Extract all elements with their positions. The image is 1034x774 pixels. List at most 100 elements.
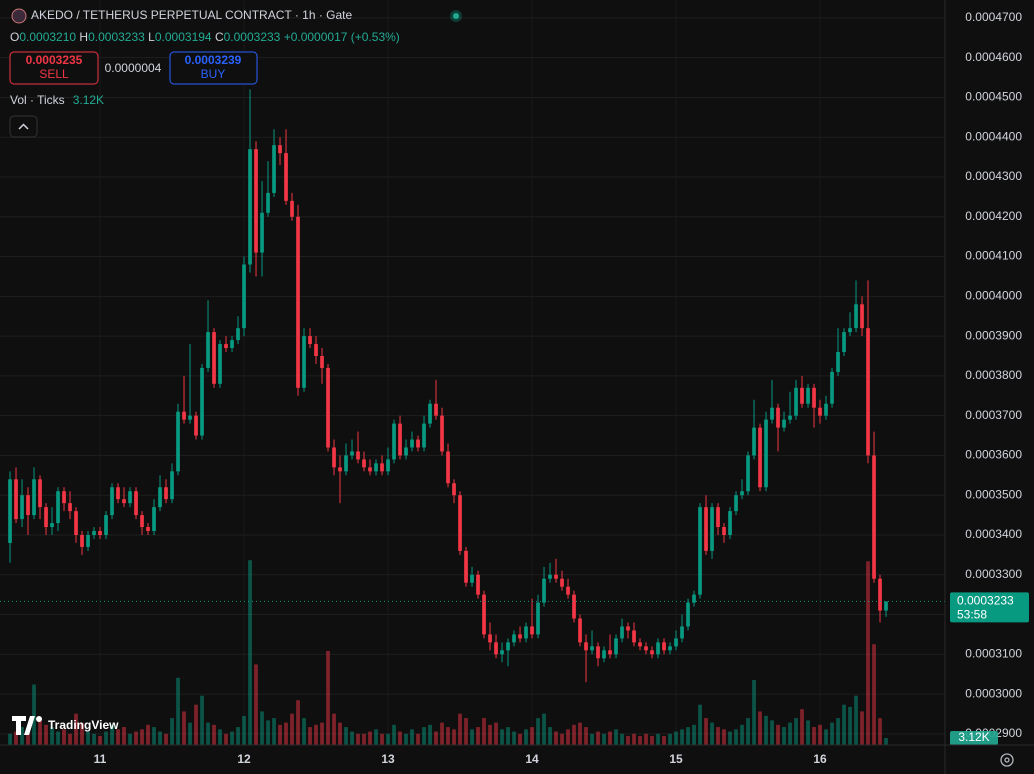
candle-body xyxy=(38,479,42,508)
volume-bar xyxy=(788,722,792,745)
volume-bar xyxy=(638,736,642,745)
volume-bar xyxy=(296,700,300,745)
volume-bar xyxy=(860,711,864,745)
volume-bar xyxy=(302,718,306,745)
volume-bar xyxy=(386,733,390,745)
volume-bar xyxy=(32,684,36,745)
volume-bar xyxy=(272,718,276,745)
volume-bar xyxy=(848,706,852,745)
candle-body xyxy=(836,352,840,372)
candle-body xyxy=(428,403,432,424)
y-tick-label: 0.0003500 xyxy=(965,487,1022,501)
candle-body xyxy=(530,626,534,635)
candle-body xyxy=(716,507,720,528)
ohlc-value: 0.0003233 xyxy=(224,30,281,44)
candle-body xyxy=(500,650,504,655)
volume-bar xyxy=(800,709,804,745)
candle-body xyxy=(758,427,762,488)
volume-bar xyxy=(416,733,420,745)
watermark-logo xyxy=(12,716,35,735)
volume-bar xyxy=(170,718,174,745)
volume-bar xyxy=(560,733,564,745)
sell-button[interactable] xyxy=(9,51,99,85)
candle-body xyxy=(362,459,366,468)
volume-bar xyxy=(116,729,120,745)
candle-body xyxy=(122,499,126,504)
candle-body xyxy=(596,646,600,659)
candle-body xyxy=(824,403,828,416)
candle-body xyxy=(224,344,228,349)
candle-body xyxy=(614,638,618,655)
symbol-icon xyxy=(11,8,27,24)
volume-bar xyxy=(596,731,600,745)
buy-button[interactable] xyxy=(169,51,258,85)
candle-body xyxy=(236,328,240,341)
volume-bar xyxy=(782,727,786,745)
volume-bar xyxy=(614,729,618,745)
volume-bar xyxy=(830,722,834,745)
candle-body xyxy=(542,578,546,603)
candle-body xyxy=(464,550,468,583)
volume-bar xyxy=(728,731,732,745)
candle-body xyxy=(854,304,858,329)
volume-pane xyxy=(8,560,888,745)
candle-body xyxy=(584,642,588,651)
buy-label: BUY xyxy=(201,67,226,81)
watermark: TradingView xyxy=(12,716,119,735)
candle-body xyxy=(866,328,870,456)
volume-bar xyxy=(806,720,810,745)
candles xyxy=(8,89,888,683)
candle-body xyxy=(440,415,444,452)
candle-body xyxy=(884,601,888,611)
candle-body xyxy=(632,630,636,643)
sell-label: SELL xyxy=(39,67,69,81)
volume-bar xyxy=(26,729,30,745)
collapse-button[interactable] xyxy=(9,115,38,138)
volume-bar xyxy=(698,704,702,745)
candle-body xyxy=(878,578,882,611)
volume-bar xyxy=(776,724,780,745)
volume-bar xyxy=(878,718,882,745)
volume-bar xyxy=(380,733,384,745)
candle-body xyxy=(410,439,414,448)
volume-bar xyxy=(68,733,72,745)
volume-bar xyxy=(884,738,888,745)
volume-bar xyxy=(56,731,60,745)
volume-bar xyxy=(584,727,588,745)
y-tick-label: 0.0004400 xyxy=(965,129,1022,143)
settings-icon[interactable] xyxy=(1000,753,1014,767)
candle-body xyxy=(686,602,690,627)
x-tick-label: 13 xyxy=(381,752,395,766)
volume-bar xyxy=(680,729,684,745)
volume-bar xyxy=(482,718,486,745)
candle-body xyxy=(188,415,192,420)
volume-bar xyxy=(194,704,198,745)
volume-bar xyxy=(422,727,426,745)
y-tick-label: 0.0004100 xyxy=(965,249,1022,263)
candle-body xyxy=(110,487,114,516)
candle-body xyxy=(704,507,708,551)
candle-body xyxy=(644,646,648,651)
volume-bar xyxy=(128,733,132,745)
volume-bar xyxy=(704,718,708,745)
ohlc-value: 0.0003194 xyxy=(155,30,212,44)
candle-body xyxy=(302,336,306,388)
ohlc-value: 0.0003210 xyxy=(19,30,76,44)
y-tick-label: 0.0004300 xyxy=(965,169,1022,183)
volume-bar xyxy=(248,560,252,745)
y-tick-label: 0.0003100 xyxy=(965,646,1022,660)
x-tick-label: 16 xyxy=(813,752,827,766)
volume-bar xyxy=(854,695,858,745)
y-tick-label: 0.0003800 xyxy=(965,368,1022,382)
candle-body xyxy=(620,626,624,639)
volume-bar xyxy=(134,731,138,745)
candle-body xyxy=(638,642,642,647)
x-tick-label: 12 xyxy=(237,752,251,766)
candle-body xyxy=(104,515,108,535)
candle-body xyxy=(242,264,246,329)
volume-bar xyxy=(530,727,534,745)
volume-bar xyxy=(836,718,840,745)
candle-body xyxy=(536,602,540,635)
volume-bar xyxy=(8,733,12,745)
symbol-title: AKEDO / TETHERUS PERPETUAL CONTRACT · 1h… xyxy=(31,8,353,22)
